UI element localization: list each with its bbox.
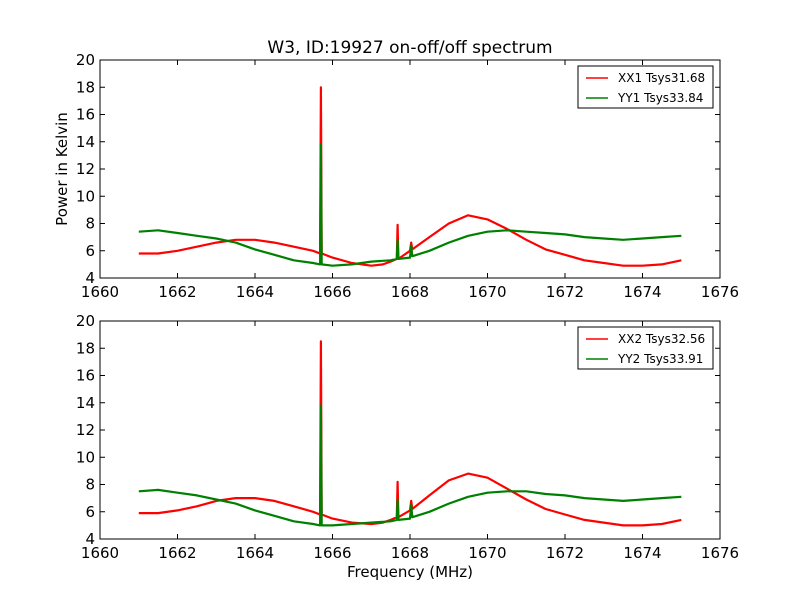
x-tick-label: 1670 bbox=[468, 283, 506, 301]
x-tick-label: 1676 bbox=[701, 283, 739, 301]
y-tick-label: 20 bbox=[76, 51, 95, 69]
y-tick-label: 10 bbox=[76, 187, 95, 205]
y-tick-label: 4 bbox=[85, 269, 95, 287]
y-tick-label: 8 bbox=[85, 476, 95, 494]
y-tick-label: 4 bbox=[85, 530, 95, 548]
y-axis-label: Power in Kelvin bbox=[53, 112, 71, 226]
legend-entry-label: YY2 Tsys33.91 bbox=[617, 352, 703, 366]
x-tick-label: 1660 bbox=[81, 283, 119, 301]
y-tick-label: 8 bbox=[85, 215, 95, 233]
y-tick-label: 16 bbox=[76, 367, 95, 385]
legend-entry-label: YY1 Tsys33.84 bbox=[617, 91, 703, 105]
y-tick-label: 14 bbox=[76, 394, 95, 412]
legend-entry-label: XX1 Tsys31.68 bbox=[618, 71, 705, 85]
y-tick-label: 20 bbox=[76, 312, 95, 330]
series-line-yy-2 bbox=[138, 404, 682, 527]
x-tick-label: 1668 bbox=[391, 283, 429, 301]
y-tick-label: 18 bbox=[76, 78, 95, 96]
x-tick-label: 1662 bbox=[158, 283, 196, 301]
series-line-yy-1 bbox=[138, 143, 682, 267]
legend-entry-label: XX2 Tsys32.56 bbox=[618, 332, 705, 346]
y-tick-label: 6 bbox=[85, 242, 95, 260]
x-tick-label: 1676 bbox=[701, 544, 739, 562]
y-tick-label: 12 bbox=[76, 421, 95, 439]
x-axis-label: Frequency (MHz) bbox=[347, 563, 473, 581]
legend-box bbox=[577, 326, 714, 370]
x-tick-label: 1660 bbox=[81, 544, 119, 562]
x-tick-label: 1664 bbox=[236, 544, 274, 562]
x-tick-label: 1662 bbox=[158, 544, 196, 562]
chart-panel-1: 1660 1662 1664 1666 1668 1670 1672 1674 1676 4 6 8 1… bbox=[53, 51, 739, 301]
legend: XX1 Tsys31.68 YY1 Tsys33.84 bbox=[577, 65, 714, 109]
y-tick-label: 12 bbox=[76, 160, 95, 178]
legend: XX2 Tsys32.56 YY2 Tsys33.91 bbox=[577, 326, 714, 370]
y-tick-label: 18 bbox=[76, 339, 95, 357]
x-tick-label: 1674 bbox=[623, 544, 661, 562]
y-tick-label: 16 bbox=[76, 106, 95, 124]
x-tick-label: 1672 bbox=[546, 544, 584, 562]
x-tick-label: 1674 bbox=[623, 283, 661, 301]
x-tick-label: 1664 bbox=[236, 283, 274, 301]
x-tick-label: 1666 bbox=[313, 283, 351, 301]
figure-title: W3, ID:19927 on-off/off spectrum bbox=[267, 38, 552, 58]
x-tick-label: 1666 bbox=[313, 544, 351, 562]
y-tick-label: 6 bbox=[85, 503, 95, 521]
x-tick-label: 1668 bbox=[391, 544, 429, 562]
x-tick-label: 1670 bbox=[468, 544, 506, 562]
y-tick-label: 14 bbox=[76, 133, 95, 151]
legend-box bbox=[577, 65, 714, 109]
y-tick-label: 10 bbox=[76, 448, 95, 466]
chart-panel-2: 1660 1662 1664 1666 1668 1670 1672 1674 1676 4 6 8 1… bbox=[76, 312, 739, 581]
x-tick-label: 1672 bbox=[546, 283, 584, 301]
